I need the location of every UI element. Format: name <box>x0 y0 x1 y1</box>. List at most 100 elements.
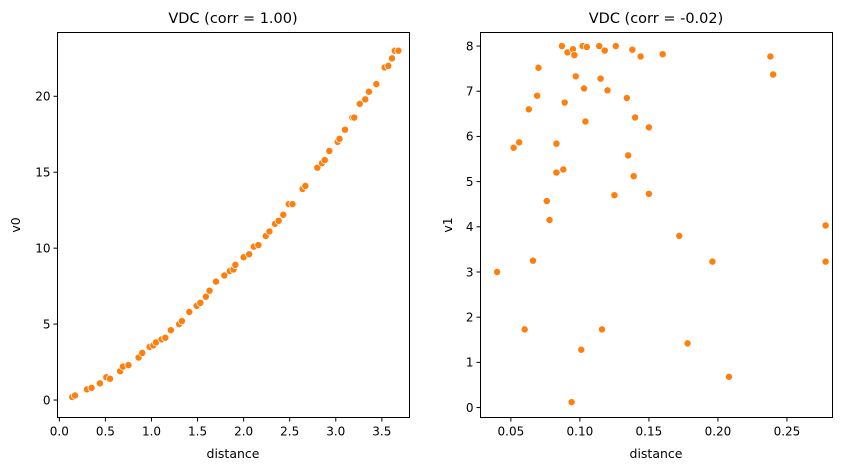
right-data-point <box>821 257 830 266</box>
left-data-point <box>320 156 329 165</box>
left-y-tick-label: 0 <box>43 393 51 407</box>
left-y-tick-label: 10 <box>35 241 50 255</box>
left-data-point <box>288 200 297 209</box>
right-x-axis-label: distance <box>630 446 683 461</box>
right-data-point <box>622 94 631 102</box>
left-data-point <box>301 181 310 190</box>
right-data-point <box>520 325 529 334</box>
right-data-point <box>509 143 518 152</box>
left-data-point <box>71 391 79 400</box>
right-data-point <box>528 256 537 265</box>
right-data-point <box>571 72 580 81</box>
left-data-point <box>265 227 274 236</box>
right-x-tick-label: 0.05 <box>498 425 525 439</box>
left-plot-frame <box>57 32 410 418</box>
right-data-point <box>524 105 533 114</box>
left-data-point <box>325 146 334 155</box>
left-data-point <box>350 113 359 122</box>
left-x-tick-label: 3.0 <box>326 425 345 439</box>
left-data-point <box>177 317 186 326</box>
left-x-axis-ticks: 0.0 0.5 1.0 1.5 2.0 2.5 3.0 3.5 <box>50 417 391 439</box>
right-data-point <box>567 398 576 407</box>
left-data-point <box>87 383 96 392</box>
right-data-point <box>644 189 653 198</box>
right-data-point <box>683 339 692 348</box>
right-x-tick-label: 0.10 <box>567 425 594 439</box>
right-plot-frame <box>480 32 833 418</box>
right-data-point <box>581 117 590 126</box>
left-x-tick-label: 3.5 <box>372 425 391 439</box>
right-y-tick-label: 0 <box>466 401 474 415</box>
left-x-tick-label: 2.0 <box>234 425 253 439</box>
left-data-point <box>245 250 254 259</box>
right-y-tick-label: 2 <box>466 310 474 324</box>
right-y-axis-label: v1 <box>440 217 455 232</box>
left-data-point <box>185 307 194 316</box>
left-data-point <box>341 125 349 134</box>
left-data-point <box>196 298 205 307</box>
right-x-tick-label: 0.15 <box>636 425 663 439</box>
left-x-tick-label: 1.5 <box>188 425 207 439</box>
right-data-point <box>560 98 569 107</box>
right-data-point <box>724 372 733 381</box>
left-scatter-points <box>68 46 403 401</box>
right-y-tick-label: 1 <box>466 356 474 370</box>
right-y-tick-label: 8 <box>466 39 474 53</box>
left-data-point <box>95 379 104 388</box>
left-x-tick-label: 2.5 <box>280 425 299 439</box>
left-data-point <box>361 95 370 104</box>
left-data-point <box>279 210 288 219</box>
right-scatter-points <box>493 42 830 407</box>
right-y-tick-label: 6 <box>466 130 474 144</box>
left-x-tick-label: 0.5 <box>96 425 115 439</box>
right-data-point <box>603 86 612 95</box>
left-x-tick-label: 0.0 <box>50 425 69 439</box>
right-data-point <box>624 151 633 160</box>
right-y-tick-label: 7 <box>466 85 474 99</box>
right-data-point <box>515 138 524 147</box>
right-chart-title: VDC (corr = -0.02) <box>589 11 724 27</box>
left-y-axis-ticks: 0 5 10 15 20 <box>35 90 58 407</box>
right-data-point <box>570 51 579 60</box>
right-data-point <box>600 46 609 55</box>
left-y-axis-label: v0 <box>8 217 23 232</box>
left-data-point <box>161 333 170 342</box>
left-data-point <box>106 374 114 383</box>
left-data-point <box>212 277 220 286</box>
left-y-tick-label: 20 <box>35 90 50 104</box>
right-data-point <box>610 191 619 200</box>
left-data-point <box>201 292 210 301</box>
right-x-axis-ticks: 0.05 0.10 0.15 0.20 0.25 <box>498 417 800 439</box>
left-data-point <box>394 46 403 55</box>
right-data-point <box>552 139 561 148</box>
left-x-tick-label: 1.0 <box>142 425 161 439</box>
right-data-point <box>596 74 605 83</box>
left-data-point <box>205 286 214 295</box>
right-y-tick-label: 5 <box>466 175 474 189</box>
right-data-point <box>533 91 542 100</box>
left-data-point <box>124 361 133 370</box>
right-data-point <box>766 52 775 61</box>
right-x-tick-label: 0.20 <box>705 425 732 439</box>
left-data-point <box>138 348 147 357</box>
right-y-tick-label: 3 <box>466 265 474 279</box>
left-y-tick-label: 15 <box>35 166 50 180</box>
left-data-point <box>274 216 283 225</box>
right-data-point <box>769 70 778 79</box>
right-data-point <box>636 52 645 61</box>
left-data-point <box>335 134 344 143</box>
left-data-point <box>384 61 393 70</box>
right-data-point <box>821 221 830 230</box>
right-data-point <box>542 197 551 206</box>
right-data-point <box>597 325 606 334</box>
left-data-point <box>254 241 263 250</box>
left-data-point <box>372 80 381 89</box>
right-y-tick-label: 4 <box>466 220 474 234</box>
right-data-point <box>582 42 591 51</box>
left-data-point <box>355 99 364 108</box>
right-data-point <box>675 231 684 240</box>
right-y-axis-ticks: 0 1 2 3 4 5 6 7 8 <box>466 39 481 415</box>
left-y-tick-label: 5 <box>43 317 51 331</box>
right-data-point <box>559 165 568 174</box>
